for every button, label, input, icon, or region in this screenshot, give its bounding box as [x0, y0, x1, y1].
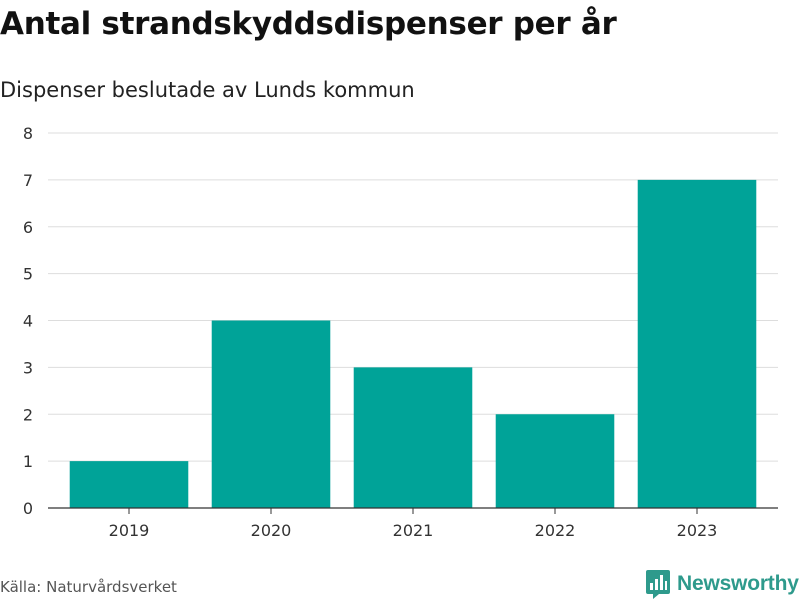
- y-tick-label: 2: [23, 405, 33, 424]
- y-tick-label: 1: [23, 452, 33, 471]
- y-axis-tick-labels: 0 1 2 3 4 5 6 7 8: [23, 124, 33, 518]
- y-tick-label: 6: [23, 218, 33, 237]
- x-tick-label: 2019: [109, 521, 150, 540]
- chart-title: Antal strandskyddsdispenser per år: [0, 6, 617, 42]
- bar-2023: [637, 179, 757, 508]
- bars: [69, 179, 757, 508]
- chart-subtitle: Dispenser beslutade av Lunds kommun: [0, 78, 415, 102]
- y-tick-label: 0: [23, 499, 33, 518]
- x-tick-label: 2022: [535, 521, 576, 540]
- y-tick-label: 8: [23, 124, 33, 143]
- x-axis-tick-labels: 2019 2020 2021 2022 2023: [109, 508, 718, 540]
- brand-logo[interactable]: Newsworthy: [645, 568, 799, 600]
- x-tick-label: 2023: [677, 521, 718, 540]
- bar-2022: [495, 414, 615, 508]
- bar-chart: 0 1 2 3 4 5 6 7 8 2019 2020 2021 2022 2023: [23, 124, 778, 540]
- source-note: Källa: Naturvårdsverket: [0, 578, 177, 596]
- y-tick-label: 7: [23, 171, 33, 190]
- bar-2021: [353, 367, 473, 508]
- y-tick-label: 5: [23, 265, 33, 284]
- x-tick-label: 2020: [251, 521, 292, 540]
- bar-2019: [69, 461, 189, 508]
- y-tick-label: 4: [23, 312, 33, 331]
- y-tick-label: 3: [23, 358, 33, 377]
- bar-2020: [211, 320, 331, 508]
- brand-name: Newsworthy: [677, 572, 799, 595]
- newsworthy-logo-icon: [646, 570, 670, 599]
- x-tick-label: 2021: [393, 521, 434, 540]
